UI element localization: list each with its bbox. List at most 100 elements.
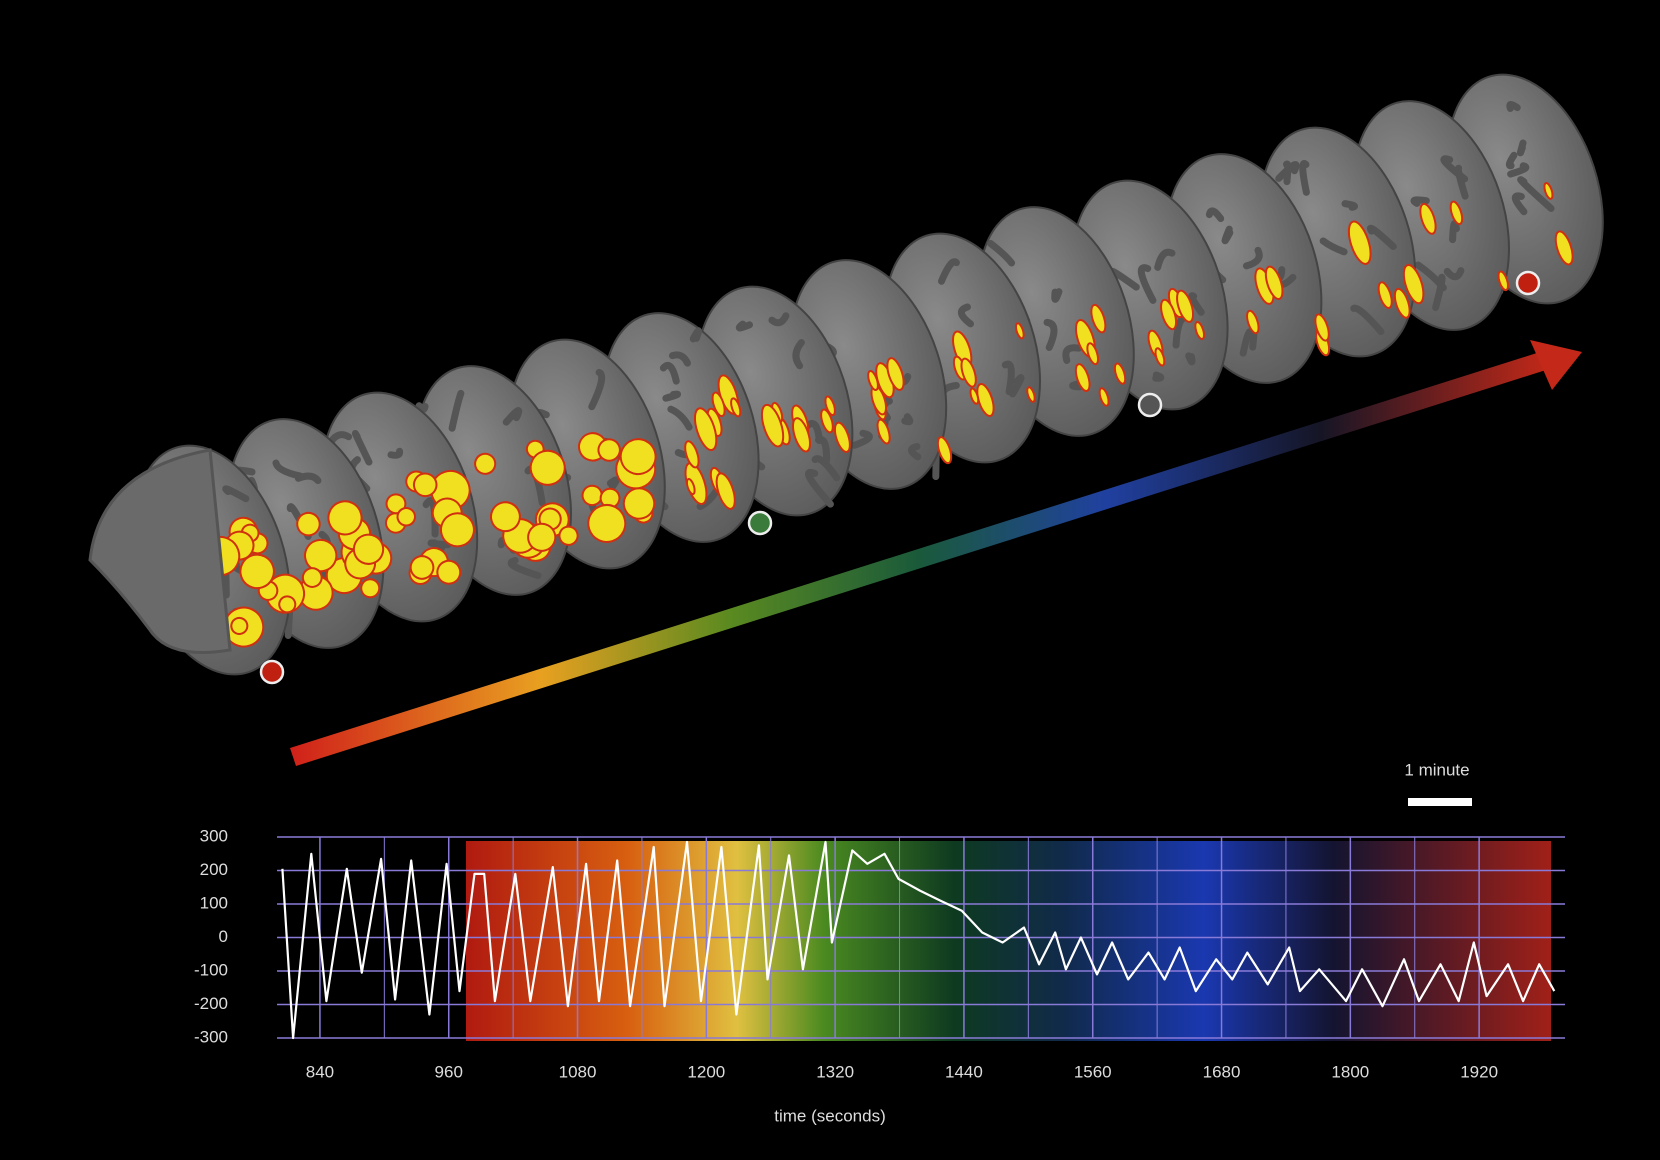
sulcus (222, 485, 250, 503)
activation (876, 418, 891, 445)
sulcus (937, 258, 960, 285)
sulcus (1205, 207, 1225, 223)
sulcus (1185, 352, 1196, 366)
y-tick-label: 0 (219, 927, 228, 946)
x-tick-label: 1560 (1074, 1062, 1112, 1081)
sulcus (1275, 161, 1300, 182)
sulcus (1001, 360, 1015, 396)
scale-bar (1408, 798, 1472, 806)
x-tick-label: 960 (435, 1062, 463, 1081)
time-arrow (290, 340, 1582, 766)
time-band (466, 841, 1551, 1041)
x-tick-label: 1680 (1203, 1062, 1241, 1081)
activation (886, 357, 905, 391)
sulcus (1172, 314, 1187, 349)
y-tick-label: -300 (194, 1027, 228, 1046)
signal-line (281, 840, 1556, 1040)
sulcus (1517, 176, 1555, 212)
activation (1264, 265, 1284, 301)
activation (1402, 263, 1425, 305)
activation (360, 578, 381, 599)
roi-marker (1515, 270, 1541, 296)
sulcus (1043, 318, 1058, 352)
activation (474, 452, 497, 475)
sulcus (1443, 267, 1465, 281)
sulcus (1221, 225, 1234, 245)
activation (558, 525, 579, 546)
activation (439, 512, 475, 548)
activation (693, 407, 718, 452)
activation (597, 438, 621, 462)
x-tick-label: 1320 (816, 1062, 854, 1081)
brain-medial (88, 448, 232, 654)
sulcus (908, 443, 922, 461)
activation (960, 357, 977, 388)
sulcus (588, 368, 606, 411)
sulcus (958, 303, 975, 328)
activation (867, 369, 879, 391)
activation (1014, 322, 1025, 340)
activation (1154, 347, 1166, 367)
sulcus (811, 455, 841, 482)
sulcus (1410, 196, 1430, 207)
sulcus (272, 459, 304, 480)
sulcus (351, 429, 373, 466)
x-tick-label: 840 (306, 1062, 334, 1081)
sulcus (1239, 328, 1256, 357)
x-tick-label: 1920 (1460, 1062, 1498, 1081)
sulcus (1341, 200, 1358, 211)
activation (936, 436, 953, 465)
activation (352, 533, 385, 565)
x-tick-label: 1800 (1331, 1062, 1369, 1081)
sulcus (689, 327, 702, 343)
activation (396, 507, 416, 527)
sulcus (987, 239, 1016, 267)
sulcus (1137, 264, 1157, 304)
sulcus (1062, 344, 1083, 364)
roi-marker (747, 510, 773, 536)
y-tick-label: 300 (200, 826, 228, 845)
sulcus (1319, 237, 1348, 256)
sulcus (667, 405, 693, 431)
sulcus (1507, 162, 1530, 178)
activation (239, 553, 275, 590)
activation (619, 438, 657, 476)
activation (1347, 220, 1372, 265)
sulcus (901, 413, 914, 426)
activation (684, 440, 700, 469)
activation (587, 503, 627, 543)
activation (1086, 342, 1100, 366)
activation (1026, 386, 1036, 403)
sulcus (387, 447, 404, 459)
x-tick-label: 1440 (945, 1062, 983, 1081)
sulcus (814, 436, 831, 464)
sulcus (1511, 192, 1528, 216)
activation (1160, 298, 1178, 331)
activation (715, 472, 736, 510)
sulcus (1367, 224, 1397, 251)
activation (301, 567, 323, 588)
activation (489, 501, 521, 533)
sulcus (502, 407, 523, 426)
activation (412, 472, 438, 498)
arrow-head (1530, 340, 1582, 390)
sulcus (696, 488, 719, 511)
sulcus (1506, 100, 1521, 112)
sulcus (1282, 160, 1292, 186)
activation (711, 391, 726, 418)
sulcus (1440, 155, 1469, 183)
activation (1194, 320, 1206, 341)
roi-marker (259, 659, 285, 685)
activation (976, 382, 995, 417)
sulcus (851, 429, 873, 449)
activation (1543, 182, 1554, 200)
activation (527, 522, 557, 552)
activation (1449, 200, 1464, 226)
activation (1554, 230, 1574, 266)
activation (791, 417, 812, 453)
sulcus (1449, 220, 1460, 244)
sulcus (1432, 273, 1446, 311)
sulcus (1152, 371, 1165, 382)
sulcus (1188, 292, 1205, 316)
